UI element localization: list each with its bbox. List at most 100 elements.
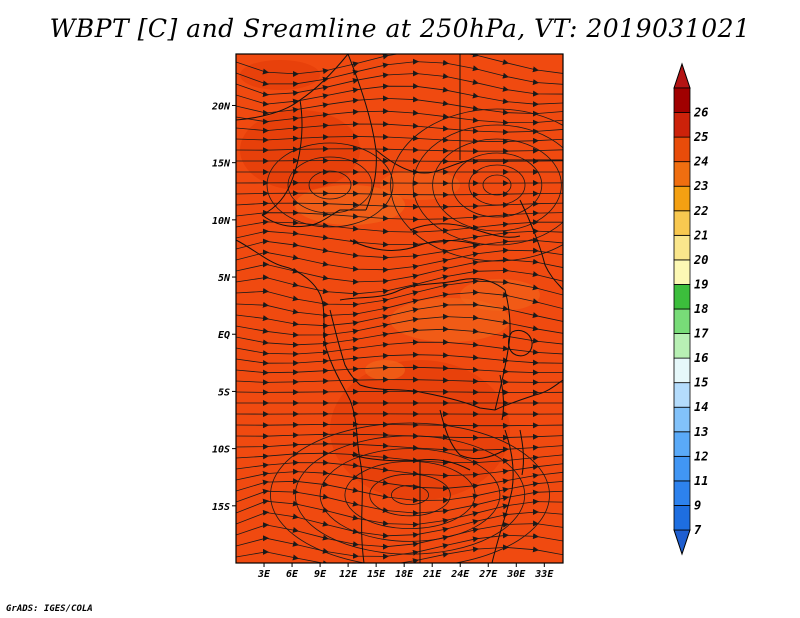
colorbar-swatch — [673, 161, 691, 187]
colorbar-label: 23 — [693, 179, 708, 193]
colorbar-swatch — [673, 455, 691, 482]
streamline-vortex — [369, 473, 451, 517]
y-tick-label: 15N — [212, 159, 231, 170]
colorbar-label: 17 — [694, 327, 709, 341]
colorbar-label: 9 — [694, 498, 701, 512]
x-tick-label: 30E — [506, 569, 526, 580]
colorbar-label: 20 — [693, 253, 708, 267]
streamline-vortex — [412, 124, 563, 246]
colorbar-label: 14 — [694, 400, 708, 414]
streamline — [236, 364, 563, 376]
streamline-vortex — [319, 448, 501, 542]
map-panel — [235, 53, 564, 564]
border-ethiopia — [519, 199, 563, 291]
colorbar-swatch — [673, 136, 691, 163]
colorbar: 7 9 11 12 13 14 15 16 17 18 19 20 21 22 23 24 25 26 — [673, 62, 709, 556]
streamline — [236, 388, 563, 396]
streamline-vortex — [270, 422, 550, 563]
map-axes: 3E 6E 9E 12E 15E 18E 21E 24E 27E 30E 33E 20N 15N 10N 5… — [211, 101, 554, 580]
x-tick-label: 18E — [395, 569, 414, 580]
border-congo — [329, 309, 361, 386]
country-borders — [236, 54, 563, 563]
streamline — [236, 133, 563, 145]
colorbar-swatch — [673, 284, 691, 310]
colorbar-swatch — [673, 357, 691, 384]
x-tick-label: 27E — [478, 569, 498, 580]
y-tick-label: 15S — [212, 502, 230, 513]
y-tick-label: EQ — [218, 330, 230, 341]
streamlines — [236, 54, 563, 563]
colorbar-label: 15 — [694, 376, 708, 390]
colorbar-swatch — [673, 259, 691, 285]
streamline — [236, 190, 563, 198]
streamline-vortex — [390, 484, 429, 505]
streamline — [236, 200, 563, 210]
streamline-vortex — [294, 435, 526, 555]
grads-credit: GrADS: IGES/COLA — [6, 604, 93, 614]
colorbar-label: 24 — [693, 155, 708, 169]
y-tick-label: 5S — [218, 387, 230, 398]
colorbar-label: 7 — [694, 523, 702, 537]
colorbar-over-arrow — [673, 62, 691, 89]
border-nigeria — [261, 209, 366, 228]
border-drc-north — [339, 278, 506, 301]
streamline-vortex — [287, 156, 373, 214]
x-tick-label: 9E — [314, 569, 327, 580]
streamline-vortex — [468, 164, 526, 206]
border-drc-south — [359, 384, 496, 411]
colorbar-under-arrow — [673, 529, 691, 556]
streamline — [236, 376, 563, 386]
streamline — [236, 157, 563, 165]
colorbar-swatch — [673, 308, 691, 334]
colorbar-swatch — [673, 185, 691, 212]
plot-title: WBPT [C] and Sreamline at 250hPa, VT: 20… — [49, 14, 751, 43]
x-tick-label: 6E — [286, 569, 299, 580]
border-chad-sudan — [375, 149, 563, 174]
streamline-vortex — [390, 108, 563, 262]
streamline-vortex — [482, 174, 512, 196]
streamline-vortex — [344, 460, 476, 529]
lake-victoria — [508, 329, 533, 357]
colorbar-label: 12 — [694, 449, 708, 463]
streamline-vortex — [451, 152, 543, 218]
x-tick-label: 33E — [534, 569, 554, 580]
colorbar-swatch — [673, 333, 691, 359]
colorbar-label: 11 — [694, 474, 708, 488]
y-tick-label: 5N — [218, 273, 231, 284]
streamline-vortex — [432, 138, 562, 232]
streamline-vortex — [308, 170, 352, 200]
colorbar-swatch — [673, 87, 691, 113]
colorbar-label: 16 — [694, 351, 708, 365]
colorbar-label: 21 — [693, 228, 708, 242]
x-tick-label: 15E — [367, 569, 386, 580]
streamline — [236, 209, 563, 223]
streamline — [236, 431, 563, 441]
x-tick-label: 24E — [450, 569, 470, 580]
colorbar-label: 19 — [694, 277, 708, 291]
colorbar-label: 25 — [693, 130, 708, 144]
colorbar-swatch — [673, 382, 691, 408]
streamline — [236, 145, 563, 155]
y-tick-label: 10N — [212, 216, 231, 227]
y-tick-label: 10S — [212, 445, 230, 456]
colorbar-label: 22 — [693, 204, 708, 218]
border-tanzania — [494, 379, 563, 411]
streamline — [236, 421, 563, 429]
colorbar-label: 18 — [694, 302, 708, 316]
x-tick-label: 12E — [339, 569, 358, 580]
colorbar-label: 13 — [694, 425, 708, 439]
lake-tanganyika — [499, 374, 504, 421]
border-sudan-ssudan — [409, 223, 521, 238]
colorbar-swatch — [673, 505, 691, 531]
x-tick-label: 21E — [422, 569, 442, 580]
colorbar-swatch — [673, 112, 691, 138]
streamline — [236, 121, 563, 136]
x-tick-label: 3E — [257, 569, 271, 580]
colorbar-swatch — [673, 406, 691, 433]
border-libya-chad — [347, 54, 377, 211]
colorbar-swatch — [673, 210, 691, 236]
border-car-north — [349, 239, 481, 251]
streamline — [236, 351, 563, 367]
streamline-vortex — [266, 142, 394, 228]
